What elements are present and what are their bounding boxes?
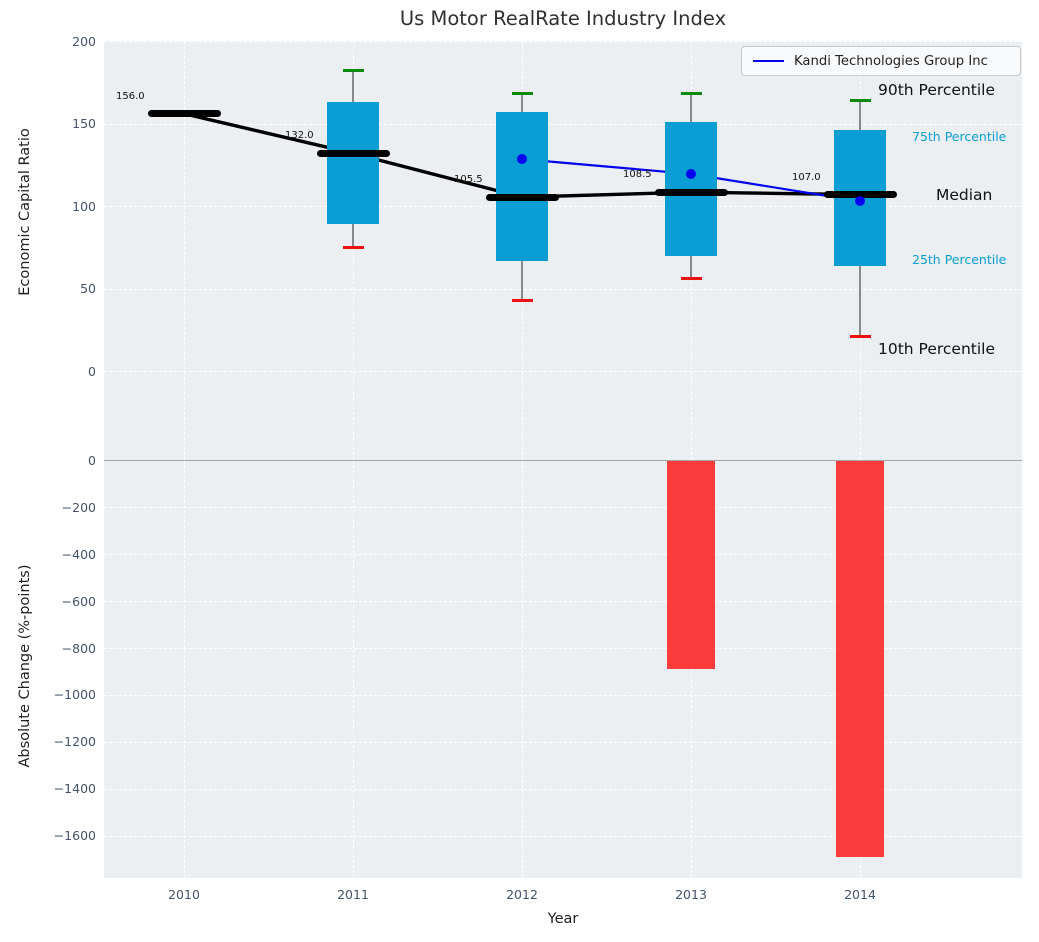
annotation-75th-percentile: 75th Percentile (912, 129, 1007, 144)
y-tick-label: −1200 (53, 734, 96, 750)
median-bar (823, 191, 897, 199)
median-value-label: 107.0 (792, 171, 821, 183)
y-tick-label: 150 (72, 116, 96, 132)
whisker-cap-90th (680, 92, 702, 96)
gridline-horizontal (104, 835, 1022, 837)
median-bar (485, 193, 559, 201)
y-tick-label: 50 (80, 281, 96, 297)
x-tick-label: 2013 (675, 887, 707, 902)
gridline-horizontal (104, 648, 1022, 650)
whisker-cap-10th (849, 335, 871, 339)
change-bar (667, 460, 715, 670)
gridline-horizontal (104, 206, 1022, 208)
annotation-10th-percentile: 10th Percentile (878, 340, 996, 358)
percentile-box (327, 102, 379, 225)
y-tick-label: −1600 (53, 828, 96, 844)
whisker-cap-10th (511, 298, 533, 302)
percentile-box (496, 112, 548, 261)
y-tick-label: −1400 (53, 781, 96, 797)
x-tick-label: 2010 (168, 887, 200, 902)
x-axis-label: Year (547, 911, 579, 927)
annotation-90th-percentile: 90th Percentile (878, 81, 996, 99)
annotation-median: Median (936, 186, 993, 204)
gridline-horizontal (104, 601, 1022, 603)
gridline-vertical (353, 41, 354, 460)
gridline-horizontal (104, 41, 1022, 42)
whisker-cap-10th (680, 277, 702, 281)
whisker-cap-90th (849, 98, 871, 102)
y-tick-label: 0 (88, 453, 96, 468)
y-tick-label: −200 (61, 499, 96, 515)
median-bar (147, 110, 221, 118)
y-tick-label: −600 (61, 593, 96, 609)
x-tick-label: 2012 (506, 887, 538, 902)
kandi-data-point (517, 154, 527, 165)
legend-line-sample (753, 60, 784, 62)
y-tick-label: 200 (72, 33, 96, 49)
gridline-vertical (522, 460, 523, 878)
gridline-horizontal (104, 694, 1022, 696)
y-tick-label: 100 (72, 198, 96, 214)
gridline-vertical (353, 460, 354, 878)
kandi-data-point (855, 196, 865, 207)
gridline-horizontal (104, 371, 1022, 373)
gridline-horizontal (104, 123, 1022, 125)
y-tick-label: −400 (61, 546, 96, 562)
whisker-cap-90th (342, 69, 364, 73)
gridline-horizontal (104, 288, 1022, 290)
whisker-cap-10th (342, 246, 364, 249)
y-tick-label: −800 (61, 640, 96, 656)
y-tick-label: 0 (88, 363, 96, 379)
zero-line (104, 459, 1022, 462)
kandi-data-point (686, 168, 696, 179)
median-bar (654, 188, 728, 196)
median-value-label: 156.0 (116, 90, 145, 102)
gridline-horizontal (104, 554, 1022, 556)
gridline-horizontal (104, 788, 1022, 790)
x-tick-label: 2014 (844, 887, 876, 902)
gridline-horizontal (104, 741, 1022, 743)
y-tick-label: −1000 (53, 687, 96, 703)
whisker-cap-90th (511, 92, 533, 96)
annotation-25th-percentile: 25th Percentile (912, 252, 1007, 267)
bottom-plot-area (104, 460, 1022, 878)
x-tick-label: 2011 (337, 887, 369, 902)
gridline-horizontal (104, 507, 1022, 509)
legend: Kandi Technologies Group Inc (741, 46, 1021, 76)
median-value-label: 105.5 (454, 174, 483, 186)
median-value-label: 108.5 (623, 169, 652, 181)
legend-label: Kandi Technologies Group Inc (794, 53, 988, 69)
median-value-label: 132.0 (285, 130, 314, 142)
gridline-vertical (184, 41, 185, 460)
gridline-vertical (184, 460, 185, 878)
chart-title: Us Motor RealRate Industry Index (399, 7, 727, 30)
median-bar (316, 149, 390, 157)
change-bar (836, 460, 884, 857)
